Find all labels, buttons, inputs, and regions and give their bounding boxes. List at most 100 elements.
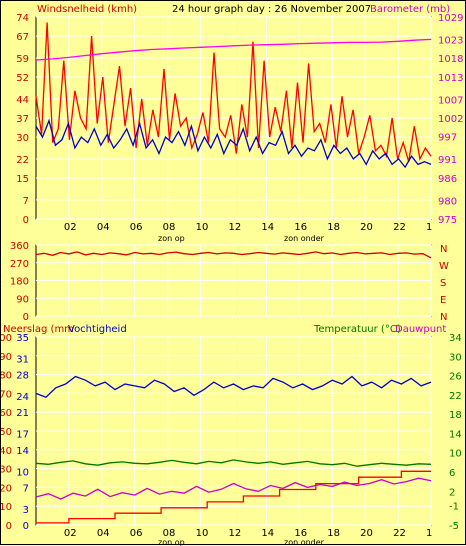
wind-y-tick: 74 (16, 13, 29, 24)
rain-line (36, 470, 431, 524)
rain-y-tick: 31 (16, 354, 29, 365)
wind-y-tick: 30 (16, 133, 29, 144)
dir-letter-w: W (439, 261, 449, 272)
direction-panel-ticks: 360 270 180 90 0 (10, 241, 29, 323)
humidity-y-tick: 0 (6, 521, 12, 532)
wind-y-tick: 59 (16, 54, 29, 65)
sunset-label: zon onder (284, 234, 325, 243)
humidity-y-tick: 80 (1, 371, 12, 382)
temperature-y-tick: 18 (449, 410, 462, 421)
direction-y-tick: 90 (16, 294, 29, 305)
humidity-y-tick: 60 (1, 408, 12, 419)
x-tick-label: 04 (97, 528, 110, 539)
rain-y-tick: 3 (23, 505, 29, 516)
temperature-y-tick: -1 (449, 502, 459, 513)
sunrise-label: zon op (158, 234, 185, 243)
barometer-y-tick: 1018 (438, 54, 463, 65)
temperature-y-tick: 26 (449, 372, 462, 383)
sunrise-label-bottom: zon op (158, 538, 185, 546)
rain-y-tick: 24 (16, 392, 29, 403)
wind-panel-ticks: 02 04 06 08 10 12 14 16 18 20 22 1 74 67 59 52 44 37 30 22 1… (16, 13, 463, 233)
x-tick-label: 22 (393, 528, 406, 539)
humidity-y-tick: 10 (1, 502, 12, 513)
barometer-y-tick: 1029 (438, 13, 463, 24)
x-tick-label: 06 (130, 222, 143, 233)
x-tick-label: 12 (229, 528, 242, 539)
x-tick-label: 08 (163, 222, 176, 233)
dir-letter-n-top: N (440, 244, 447, 255)
dir-letter-e: E (440, 295, 446, 306)
x-tick-label: 02 (64, 222, 77, 233)
barometer-y-tick: 975 (438, 215, 457, 226)
humidity-y-tick: 70 (1, 389, 12, 400)
x-tick-label: 1 (426, 528, 432, 539)
barometer-y-tick: 980 (438, 196, 457, 207)
barometer-y-tick: 986 (438, 174, 457, 185)
rain-y-tick: 17 (16, 430, 29, 441)
x-tick-label: 06 (130, 528, 143, 539)
direction-y-tick: 270 (10, 259, 29, 270)
rain-y-tick: 35 (16, 333, 29, 344)
humidity-panel-grid (36, 336, 432, 526)
rain-axis-title: Neerslag (mm (3, 324, 74, 335)
wind-y-tick: 0 (23, 215, 29, 226)
x-tick-label: 18 (327, 222, 340, 233)
direction-y-tick: 180 (10, 277, 29, 288)
barometer-y-tick: 997 (438, 133, 457, 144)
x-tick-label: 14 (261, 222, 274, 233)
x-tick-label: 04 (97, 222, 110, 233)
x-tick-label: 1 (426, 222, 432, 233)
avg-wind-line (35, 118, 432, 169)
dir-letter-n-bottom: N (440, 312, 447, 323)
dir-letter-s: S (440, 278, 446, 289)
barometer-axis-title: Barometer (mb) (370, 4, 450, 15)
humidity-y-tick: 20 (1, 483, 12, 494)
barometer-line (35, 38, 432, 61)
temperature-y-tick: -5 (449, 521, 459, 532)
wind-y-tick: 52 (16, 73, 29, 84)
barometer-y-tick: 1013 (438, 73, 463, 84)
sunset-label-bottom: zon onder (284, 538, 325, 546)
barometer-y-tick: 991 (438, 155, 457, 166)
x-tick-label: 16 (294, 222, 307, 233)
direction-y-tick: 360 (10, 241, 29, 252)
wind-y-tick: 15 (16, 174, 29, 185)
barometer-y-tick: 1007 (438, 95, 463, 106)
temperature-y-tick: 14 (449, 429, 462, 440)
temperature-y-tick: 10 (449, 449, 462, 460)
x-tick-label: 02 (64, 528, 77, 539)
rain-y-tick: 14 (16, 446, 29, 457)
wind-y-tick: 67 (16, 32, 29, 43)
x-tick-label: 20 (360, 222, 373, 233)
wind-speed-line (35, 22, 432, 162)
chart-title: 24 hour graph day : 26 November 2007 (172, 4, 371, 15)
barometer-y-tick: 1023 (438, 35, 463, 46)
temperature-y-tick: 6 (449, 468, 455, 479)
temperature-axis-title: Temperatuur (°C) (313, 324, 401, 335)
x-tick-label: 12 (229, 222, 242, 233)
x-tick-label: 22 (393, 222, 406, 233)
direction-panel-lines (35, 251, 432, 259)
rain-y-tick: 28 (16, 371, 29, 382)
wind-y-tick: 44 (16, 95, 29, 106)
x-tick-label: 08 (163, 528, 176, 539)
x-tick-label: 20 (360, 528, 373, 539)
rain-y-tick: 0 (23, 521, 29, 532)
humidity-y-tick: 100 (1, 333, 12, 344)
humidity-line (35, 375, 432, 398)
wind-panel-grid (36, 16, 432, 220)
x-tick-label: 10 (196, 528, 209, 539)
wind-y-tick: 37 (16, 114, 29, 125)
humidity-panel-lines (35, 375, 432, 524)
wind-panel-lines (35, 22, 432, 169)
wind-y-tick: 7 (23, 196, 29, 207)
rain-y-tick: 7 (23, 483, 29, 494)
rain-y-tick: 21 (16, 408, 29, 419)
humidity-axis-title: Vochtigheid (68, 324, 127, 335)
x-tick-label: 16 (294, 528, 307, 539)
temperature-y-tick: 2 (449, 487, 455, 498)
temperature-y-tick: 34 (449, 333, 462, 344)
wind-axis-title: Windsnelheid (kmh) (37, 4, 137, 15)
